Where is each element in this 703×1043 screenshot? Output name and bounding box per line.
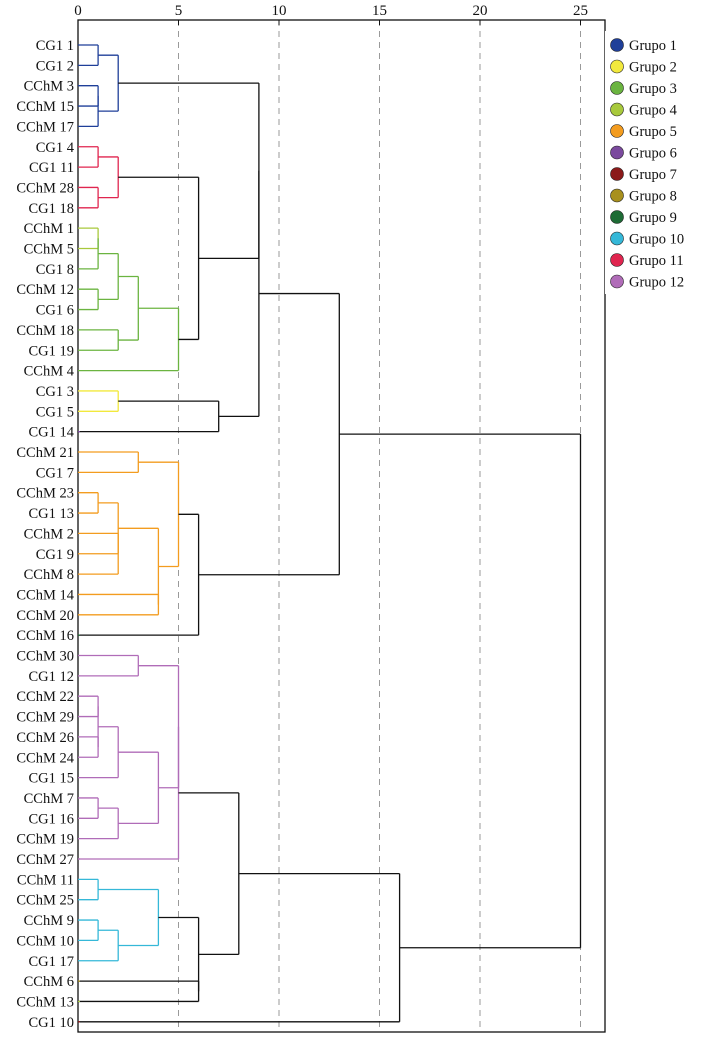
legend-frame <box>605 31 695 294</box>
leaf-label: CChM 18 <box>16 323 74 339</box>
leaf-label: CChM 2 <box>24 526 74 542</box>
leaf-label: CChM 7 <box>24 791 74 807</box>
leaf-label: CChM 30 <box>16 649 74 665</box>
leaf-label: CG1 19 <box>28 343 74 359</box>
leaf-label: CChM 19 <box>16 832 74 848</box>
legend-label: Grupo 4 <box>629 103 678 119</box>
leaf-label: CG1 2 <box>36 58 74 74</box>
leaf-label: CG1 18 <box>28 201 74 217</box>
leaf-label: CG1 16 <box>28 811 74 827</box>
legend-label: Grupo 9 <box>629 210 677 226</box>
leaf-label: CChM 11 <box>17 872 74 888</box>
leaf-label: CChM 26 <box>16 730 74 746</box>
leaf-label: CG1 10 <box>28 1015 74 1031</box>
leaf-label: CG1 11 <box>29 160 74 176</box>
legend-label: Grupo 8 <box>629 189 677 205</box>
legend-marker-icon <box>610 145 624 160</box>
leaf-label: CChM 17 <box>16 119 74 135</box>
legend-marker-icon <box>610 210 624 224</box>
x-tick-label: 20 <box>473 3 488 19</box>
legend: Grupo 1 Grupo 2 Grupo 3 Grupo 4 Grupo 5 Grupo… <box>610 38 684 291</box>
x-tick-label: 25 <box>573 3 588 19</box>
legend-marker-icon <box>610 81 624 95</box>
leaf-label: CChM 8 <box>24 567 74 583</box>
leaf-label: CChM 14 <box>16 587 74 603</box>
legend-marker-icon <box>610 274 624 289</box>
leaf-label: CG1 5 <box>36 404 74 420</box>
dendrogram-links <box>78 44 582 1023</box>
legend-label: Grupo 7 <box>629 167 677 183</box>
leaf-label: CChM 5 <box>24 242 74 258</box>
x-tick-label: 0 <box>74 3 82 19</box>
leaf-label: CG1 12 <box>28 669 74 685</box>
leaf-label: CChM 23 <box>16 486 74 502</box>
leaf-label: CG1 4 <box>36 140 75 156</box>
leaf-label: CChM 15 <box>16 99 74 115</box>
leaf-label: CG1 8 <box>36 262 74 278</box>
leaf-label: CChM 20 <box>16 608 74 624</box>
leaf-label: CChM 9 <box>24 913 74 929</box>
leaf-label: CChM 13 <box>16 994 74 1010</box>
legend-label: Grupo 3 <box>629 81 677 97</box>
leaf-label: CChM 28 <box>16 180 74 196</box>
legend-label: Grupo 6 <box>629 146 677 162</box>
x-axis-ticks: 0 5 10 15 20 25 <box>74 3 588 25</box>
leaf-labels: CG1 1 CG1 2 CChM 3 CChM 15 CChM 17 CG1 4 CG1 1… <box>16 38 74 1031</box>
leaf-label: CG1 13 <box>28 506 74 522</box>
legend-label: Grupo 11 <box>629 253 684 269</box>
leaf-label: CChM 16 <box>16 628 74 644</box>
leaf-label: CChM 22 <box>16 689 74 705</box>
legend-label: Grupo 5 <box>629 124 677 140</box>
leaf-label: CG1 14 <box>28 425 74 441</box>
legend-label: Grupo 1 <box>629 38 677 54</box>
leaf-label: CChM 1 <box>24 221 74 237</box>
leaf-label: CG1 17 <box>28 954 74 970</box>
leaf-label: CG1 15 <box>28 771 74 787</box>
leaf-label: CChM 3 <box>24 79 74 95</box>
legend-marker-icon <box>610 231 624 246</box>
x-tick-label: 5 <box>175 3 183 19</box>
leaf-label: CChM 25 <box>16 893 74 909</box>
legend-marker-icon <box>610 38 624 52</box>
legend-label: Grupo 12 <box>629 275 684 291</box>
leaf-label: CG1 3 <box>36 384 74 400</box>
legend-label: Grupo 2 <box>629 60 677 76</box>
leaf-label: CChM 10 <box>16 933 74 949</box>
legend-marker-icon <box>610 188 624 203</box>
legend-marker-icon <box>610 253 624 267</box>
leaf-label: CG1 7 <box>36 465 74 481</box>
plot-frame <box>77 19 606 1033</box>
x-tick-label: 10 <box>272 3 287 19</box>
leaf-label: CChM 24 <box>16 750 74 766</box>
leaf-label: CChM 6 <box>24 974 74 990</box>
legend-marker-icon <box>610 59 624 74</box>
leaf-label: CG1 6 <box>36 303 74 319</box>
leaf-label: CChM 4 <box>24 364 75 380</box>
legend-marker-icon <box>610 124 624 138</box>
leaf-label: CChM 27 <box>16 852 74 868</box>
leaf-label: CG1 9 <box>36 547 74 563</box>
leaf-label: CChM 12 <box>16 282 74 298</box>
leaf-label: CChM 29 <box>16 710 74 726</box>
x-tick-label: 15 <box>372 3 387 19</box>
leaf-label: CG1 1 <box>36 38 74 54</box>
legend-marker-icon <box>610 102 624 117</box>
legend-marker-icon <box>610 167 624 181</box>
legend-label: Grupo 10 <box>629 232 684 248</box>
leaf-label: CChM 21 <box>16 445 74 461</box>
